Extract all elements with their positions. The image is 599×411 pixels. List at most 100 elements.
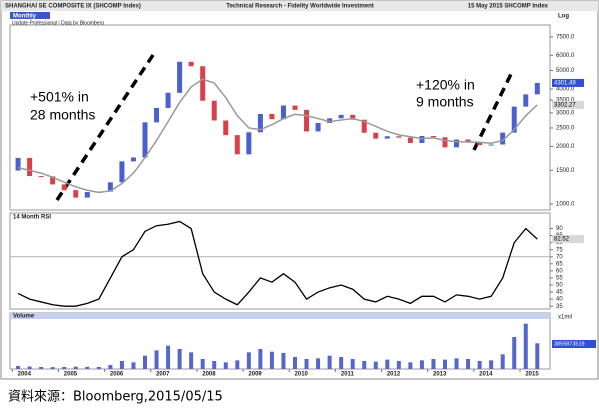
y-tick-label: 70: [556, 254, 563, 260]
x-tick-label: 2015: [525, 372, 539, 378]
volume-bar: [212, 361, 217, 369]
volume-bar: [408, 362, 413, 369]
x-tick-label: 2009: [248, 372, 262, 378]
header-bar: [1, 1, 598, 11]
scale-label: Log: [558, 14, 569, 20]
volume-bar: [200, 359, 205, 369]
volume-bar: [362, 361, 367, 369]
price-bar: [269, 113, 275, 120]
x-tick-label: 2004: [18, 372, 32, 378]
price-bar: [373, 132, 379, 139]
price-bar: [315, 122, 321, 132]
ma-label-box: [552, 100, 584, 109]
price-bar: [454, 139, 460, 148]
y-tick-label: 4000.0: [556, 87, 575, 93]
price-bar: [511, 106, 517, 133]
annotation: 9 months: [416, 94, 474, 110]
price-bar: [327, 118, 333, 123]
y-tick-label: 7500.0: [556, 34, 575, 40]
price-bar: [280, 105, 286, 120]
volume-bar: [304, 359, 309, 369]
price-bar: [396, 136, 402, 138]
y-tick-label: 35: [556, 304, 563, 310]
tab-label: Monthly: [13, 14, 37, 20]
volume-bar: [477, 361, 482, 369]
y-tick-label: 2500.0: [556, 126, 575, 132]
volume-bar: [177, 349, 182, 369]
volume-bar: [419, 360, 424, 369]
volume-bar: [119, 361, 124, 369]
source-note: Update Professional | Data by Bloomberg: [12, 20, 104, 26]
annotation: +120% in: [416, 77, 475, 93]
x-tick-label: 2011: [341, 372, 355, 378]
x-tick-label: 2010: [295, 372, 309, 378]
volume-bar: [189, 352, 194, 369]
price-bar: [154, 107, 160, 123]
volume-unit: x1mil: [558, 315, 572, 321]
x-tick-label: 2007: [156, 372, 170, 378]
volume-bar: [385, 359, 390, 369]
volume-bar: [50, 367, 55, 369]
price-bar: [130, 157, 136, 162]
price-bar: [257, 113, 263, 133]
price-bar: [534, 82, 540, 95]
price-bar: [84, 192, 90, 198]
volume-bar: [246, 352, 251, 369]
last-price-label-box: [552, 78, 584, 87]
y-tick-label: 6000.0: [556, 53, 575, 59]
volume-title-bar: [10, 313, 550, 319]
price-bar: [142, 122, 148, 158]
y-tick-label: 80: [556, 240, 563, 246]
y-tick-label: 60: [556, 268, 563, 274]
volume-bar: [500, 354, 505, 369]
volume-bar: [73, 366, 78, 369]
caption: 資料來源：Bloomberg,2015/05/15: [8, 390, 223, 405]
x-tick-label: 2014: [479, 372, 493, 378]
annotation: +501% in: [30, 89, 89, 105]
volume-bar: [166, 345, 171, 369]
price-bar: [119, 161, 125, 183]
volume-bar: [454, 358, 459, 369]
price-bar: [234, 135, 240, 155]
volume-bar: [443, 359, 447, 369]
price-bar: [188, 61, 194, 67]
volume-bar: [258, 349, 263, 369]
rsi-value-label: 82.52: [554, 237, 570, 243]
rsi-value-label-box: [552, 235, 584, 244]
volume-bar: [316, 358, 321, 369]
price-panel: [9, 24, 551, 211]
volume-bar: [339, 357, 344, 369]
volume-bar: [235, 360, 240, 369]
volume-bar: [131, 362, 136, 369]
y-tick-label: 55: [556, 276, 563, 282]
volume-bar: [281, 353, 286, 369]
volume-bar: [512, 337, 517, 369]
y-tick-label: 5000.0: [556, 68, 575, 74]
price-bar: [61, 184, 67, 191]
volume-bar: [96, 367, 101, 369]
price-bar: [107, 182, 113, 192]
header-left: SHANGHAI SE COMPOSITE IX (SHCOMP Index): [5, 4, 141, 10]
price-bar: [223, 120, 229, 136]
price-bar: [73, 190, 79, 198]
y-tick-label: 45: [556, 290, 563, 296]
y-tick-label: 40: [556, 297, 563, 303]
moving-average: [17, 78, 538, 194]
price-bar: [350, 114, 356, 120]
y-tick-label: 1500.0: [556, 168, 575, 174]
y-tick-label: 2000.0: [556, 144, 575, 150]
price-bar: [361, 119, 367, 133]
price-bar: [384, 136, 390, 139]
x-tick-label: 2008: [202, 372, 216, 378]
frame: [0, 0, 599, 380]
price-bar: [407, 137, 413, 143]
volume-bar: [327, 355, 332, 369]
header-right: 15 May 2015 SHCOMP Index: [468, 4, 549, 10]
ma-label: 3302.27: [554, 102, 576, 108]
x-tick-label: 2013: [433, 372, 447, 378]
price-bar: [211, 100, 217, 121]
volume-bar: [143, 355, 147, 369]
price-bar: [27, 157, 33, 177]
x-tick-label: 2012: [387, 372, 401, 378]
y-tick-label: 90: [556, 226, 563, 232]
